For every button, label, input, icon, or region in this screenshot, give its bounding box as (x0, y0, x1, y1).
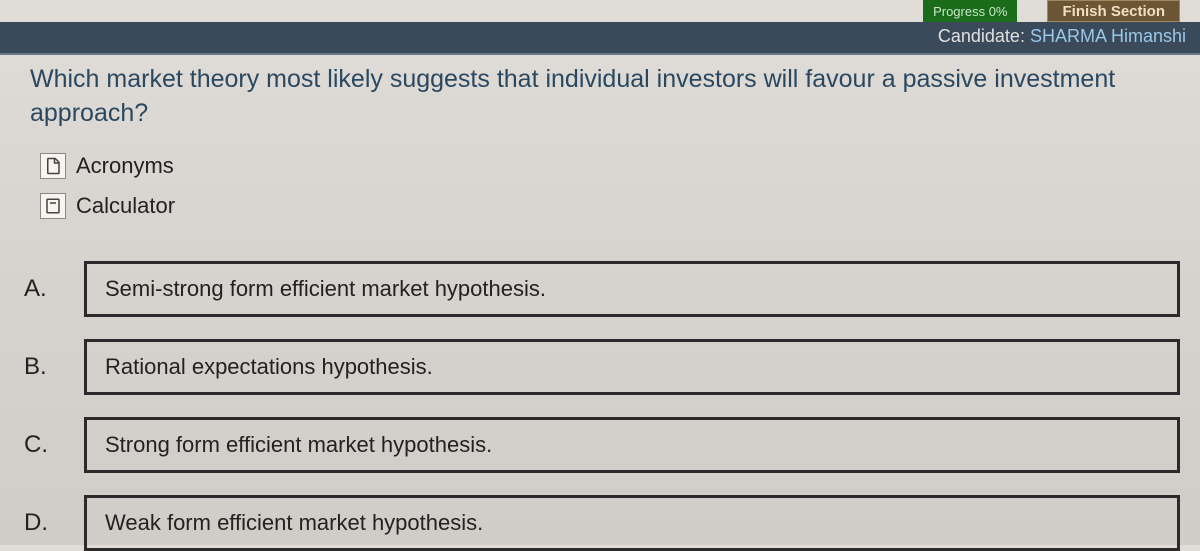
finish-section-button[interactable]: Finish Section (1047, 0, 1180, 22)
progress-indicator: Progress 0% (923, 0, 1017, 22)
acronyms-label: Acronyms (76, 153, 174, 179)
question-text: Which market theory most likely suggests… (30, 63, 1170, 131)
candidate-bar: Candidate: SHARMA Himanshi (0, 22, 1200, 55)
answer-row: C. Strong form efficient market hypothes… (20, 417, 1180, 473)
candidate-label: Candidate: (938, 26, 1030, 46)
answer-letter: D. (20, 495, 70, 551)
top-bar: Progress 0% Finish Section (0, 0, 1200, 22)
document-icon (40, 153, 66, 179)
answer-option-d[interactable]: Weak form efficient market hypothesis. (84, 495, 1180, 551)
calculator-label: Calculator (76, 193, 175, 219)
answer-row: A. Semi-strong form efficient market hyp… (20, 261, 1180, 317)
answer-option-b[interactable]: Rational expectations hypothesis. (84, 339, 1180, 395)
answer-row: B. Rational expectations hypothesis. (20, 339, 1180, 395)
answer-letter: C. (20, 417, 70, 473)
candidate-name: SHARMA Himanshi (1030, 26, 1186, 46)
answer-row: D. Weak form efficient market hypothesis… (20, 495, 1180, 551)
answer-option-c[interactable]: Strong form efficient market hypothesis. (84, 417, 1180, 473)
answer-letter: A. (20, 261, 70, 317)
calculator-tool[interactable]: Calculator (40, 193, 1160, 219)
calculator-icon (40, 193, 66, 219)
tools-section: Acronyms Calculator (0, 145, 1200, 219)
acronyms-tool[interactable]: Acronyms (40, 153, 1160, 179)
question-area: Which market theory most likely suggests… (0, 55, 1200, 145)
answers-section: A. Semi-strong form efficient market hyp… (0, 233, 1200, 551)
answer-letter: B. (20, 339, 70, 395)
answer-option-a[interactable]: Semi-strong form efficient market hypoth… (84, 261, 1180, 317)
